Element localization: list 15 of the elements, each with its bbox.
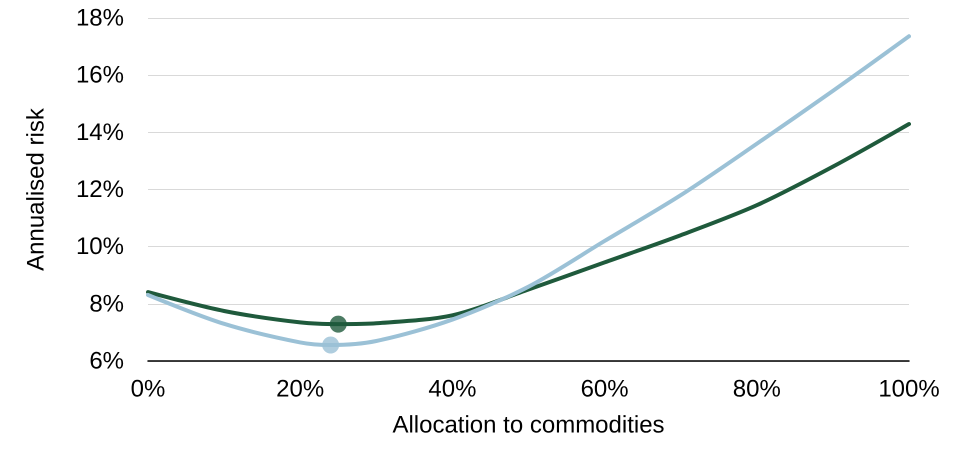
x-tick-label: 40% [428,376,476,402]
x-tick-label: 20% [276,376,324,402]
y-tick-label: 6% [89,348,124,374]
y-tick-label: 18% [76,4,124,32]
y-axis-title: Annualised risk [22,107,50,271]
y-tick-label: 12% [76,176,124,203]
y-tick-label: 16% [76,62,124,89]
x-axis-title: Allocation to commodities [392,412,665,438]
x-tick-label: 80% [732,376,781,402]
x-tick-label: 100% [878,376,940,402]
y-tick-label: 10% [76,233,124,260]
x-tick-label: 60% [580,376,629,402]
y-tick-label: 14% [76,118,124,146]
y-tick-label: 8% [89,290,124,318]
x-tick-label: 0% [130,376,166,402]
